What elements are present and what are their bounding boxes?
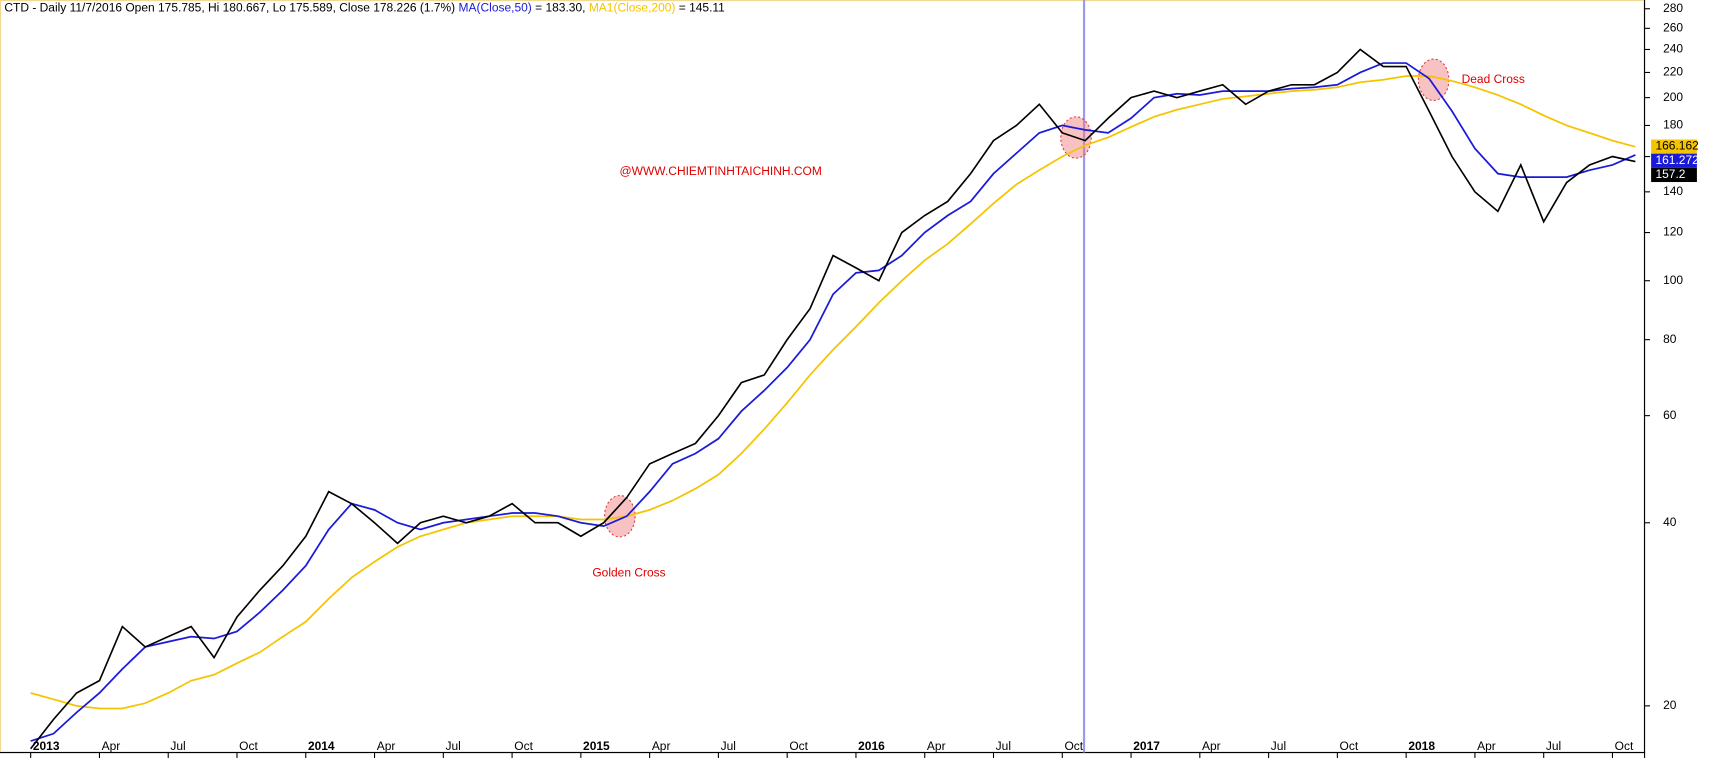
y-tick-label: 260 [1663,20,1683,34]
x-tick-label: Apr [102,739,121,753]
x-tick-label: Oct [239,739,258,753]
header: CTD - Daily 11/7/2016 Open 175.785, Hi 1… [4,1,725,15]
x-tick-label: Apr [1477,739,1496,753]
legend-reading: = 183.30, [535,1,585,15]
price-tag [1651,167,1697,183]
x-tick-label: Jul [1271,739,1286,753]
series-line [30,75,1636,710]
y-tick-label: 60 [1663,408,1677,422]
x-tick-label: Oct [1615,739,1634,753]
y-tick-label: 240 [1663,42,1683,56]
legend-entry: MA1(Close,200) [589,1,676,15]
x-tick-label: Oct [789,739,808,753]
x-tick-label: Oct [1064,739,1083,753]
y-tick-label: 280 [1663,1,1683,15]
x-tick-label: Jul [1546,739,1561,753]
x-tick-label: 2015 [583,739,610,753]
x-tick-label: Jul [996,739,1011,753]
header-text: CTD - Daily 11/7/2016 Open 175.785, Hi 1… [4,1,455,15]
x-tick-label: Jul [721,739,736,753]
price-tag-label: 166.162 [1655,139,1699,153]
x-tick-label: Apr [377,739,396,753]
x-tick-label: Jul [170,739,185,753]
y-tick-label: 200 [1663,90,1683,104]
price-tag [1651,153,1697,168]
series-line [29,48,1636,750]
price-tag-label: 157.2 [1655,167,1685,181]
annotation: Dead Cross [1462,72,1525,86]
legend-entry: MA(Close,50) [459,1,532,15]
x-tick-label: Jul [445,739,460,753]
annotation: @WWW.CHIEMTINHTAICHINH.COM [620,164,822,178]
x-tick-label: 2016 [858,739,885,753]
y-tick-label: 80 [1663,332,1677,346]
x-tick-label: 2018 [1408,739,1435,753]
x-tick-label: Apr [1202,739,1221,753]
x-tick-label: Oct [514,739,533,753]
cross-highlight [604,494,636,538]
y-tick-label: 120 [1663,225,1683,239]
series-line [30,62,1636,742]
y-tick-label: 140 [1663,184,1683,198]
legend-reading: = 145.11 [679,1,725,15]
price-tag-label: 161.272 [1655,153,1699,167]
y-tick-label: 20 [1663,698,1677,712]
x-tick-label: Apr [652,739,671,753]
x-tick-label: Apr [927,739,946,753]
price-tag [1651,139,1697,154]
x-tick-label: 2017 [1133,739,1160,753]
y-tick-label: 220 [1663,65,1683,79]
annotation: Golden Cross [592,566,665,580]
x-tick-label: 2014 [308,739,335,753]
plot-frame [0,0,1645,753]
x-tick-label: 2013 [33,739,60,753]
y-tick-label: 180 [1663,118,1683,132]
y-tick-label: 40 [1663,515,1677,529]
y-tick-label: 100 [1663,273,1683,287]
x-tick-label: Oct [1340,739,1359,753]
